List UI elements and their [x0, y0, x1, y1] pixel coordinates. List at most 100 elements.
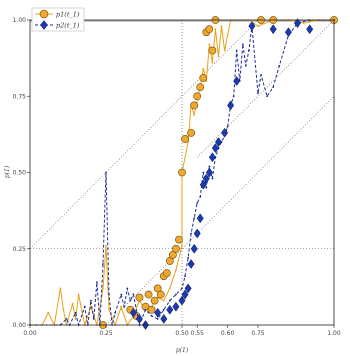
series-2-point-37 — [205, 186, 208, 189]
series-2-point-47 — [235, 49, 238, 52]
legend-label-p1: p1(t_1) — [56, 11, 80, 19]
series-2-point-18 — [123, 305, 126, 308]
series-1-marker-18 — [187, 128, 196, 137]
series-1-marker-19 — [190, 101, 199, 110]
series-2-point-55 — [266, 95, 269, 98]
series-2-point-13 — [105, 171, 107, 174]
series-2-point-32 — [190, 232, 193, 235]
series-2-marker-25 — [284, 27, 292, 38]
series-2-marker-19 — [214, 137, 223, 147]
series-1-marker-15 — [175, 235, 183, 244]
series-1-marker-6 — [147, 305, 156, 314]
series-1-point-14 — [102, 287, 104, 290]
series-1-marker-7 — [150, 296, 159, 305]
series-1-point-18 — [120, 305, 123, 308]
series-2-marker-10 — [187, 259, 195, 269]
x-axis-label: p(1) — [176, 347, 189, 354]
series-1-point-36 — [208, 43, 211, 46]
series-2-point-38 — [208, 165, 211, 168]
y-axis-label: p(1) — [4, 165, 11, 178]
series-2-point-19 — [126, 287, 129, 290]
series-2-point-46 — [232, 95, 235, 98]
series-1-marker-24 — [205, 25, 214, 34]
series-1-point-50 — [302, 22, 305, 24]
series-2-marker-21 — [227, 100, 235, 111]
series-2-point-30 — [184, 275, 186, 278]
series-1-point-3 — [47, 311, 50, 314]
x-tick-label-5: 0.75 — [251, 330, 265, 337]
series-2-marker-7 — [178, 295, 186, 306]
series-1-marker-12 — [165, 257, 174, 265]
series-1-marker-11 — [162, 269, 171, 278]
series-2-point-51 — [247, 49, 250, 52]
y-tick-label-3: 0.75 — [13, 93, 27, 100]
series-2-marker-13 — [196, 213, 204, 224]
series-1-marker-17 — [181, 135, 189, 143]
x-tick-label-6: 1.00 — [327, 330, 341, 337]
series-1-point-47 — [257, 25, 259, 27]
series-2-point-49 — [241, 43, 244, 46]
y-tick-label-0: 0.00 — [13, 322, 27, 329]
series-1-point-25 — [162, 299, 165, 302]
series-2-point-56 — [272, 86, 275, 88]
series-2-marker-27 — [306, 24, 314, 35]
series-1-point-38 — [214, 28, 217, 31]
series-1-point-32 — [193, 113, 196, 116]
y-tick-label-2: 0.50 — [13, 170, 27, 177]
series-2-point-28 — [175, 293, 177, 296]
series-2-marker-3 — [154, 307, 162, 318]
series-2-point-9 — [92, 318, 95, 320]
series-2-point-44 — [226, 125, 229, 128]
series-1-marker-13 — [168, 250, 177, 259]
series-2-marker-11 — [190, 243, 198, 254]
y-tick-label-1: 0.25 — [13, 246, 27, 253]
legend-marker-p1 — [39, 9, 49, 19]
series-2-point-50 — [244, 64, 247, 67]
series-2-point-20 — [129, 299, 132, 302]
series-2-marker-20 — [221, 127, 229, 138]
series-2-point-17 — [120, 293, 123, 296]
series-2-point-24 — [150, 314, 153, 317]
ticks: 0.00 0.25 0.50 0.55 0.60 0.75 1.000.000.250.50… — [13, 17, 341, 337]
series-2-point-26 — [162, 308, 165, 311]
series-1-point-16 — [108, 308, 110, 311]
series-1-point-34 — [202, 67, 205, 70]
series-2-point-21 — [132, 293, 135, 296]
series-2-point-6 — [83, 305, 86, 308]
reference-line-2 — [196, 19, 335, 158]
series-1-marker-3 — [135, 293, 144, 302]
series-1-marker-16 — [178, 168, 186, 177]
series-2-marker-14 — [199, 179, 207, 190]
series-2-marker-8 — [181, 289, 189, 300]
y-tick-label-4: 1.00 — [13, 17, 27, 24]
series-2-point-25 — [156, 318, 159, 320]
series-1-point-27 — [175, 269, 177, 271]
series-2-marker-26 — [293, 18, 302, 29]
series-2-line — [30, 19, 334, 327]
series-2-point-29 — [181, 287, 183, 290]
series-2-point-8 — [89, 299, 92, 302]
series-1-point-10 — [77, 293, 80, 296]
series-1-point-5 — [59, 287, 62, 290]
x-tick-label-3: 0.55 — [191, 330, 205, 337]
x-tick-label-0: 0.00 — [23, 330, 37, 337]
series-2-marker-16 — [205, 167, 213, 178]
series-1-marker-14 — [172, 244, 180, 253]
series-2-marker-12 — [193, 228, 201, 239]
series-2-point-53 — [257, 92, 259, 95]
series-2-point-12 — [102, 263, 104, 265]
series-2-marker-24 — [269, 24, 277, 35]
series-1-point-28 — [181, 244, 183, 247]
series-2-point-4 — [74, 311, 77, 314]
series-1-point-15 — [105, 244, 107, 247]
series-1-marker-21 — [196, 83, 205, 91]
series-1-marker-22 — [199, 74, 208, 82]
series-1-marker-25 — [208, 46, 217, 55]
series-1-point-6 — [62, 308, 65, 311]
series-2-point-2 — [65, 318, 68, 320]
series-2-point-27 — [168, 299, 171, 302]
series-2-marker-15 — [202, 173, 210, 184]
series-2-point-23 — [144, 308, 147, 311]
series-2-marker-0 — [129, 307, 137, 318]
